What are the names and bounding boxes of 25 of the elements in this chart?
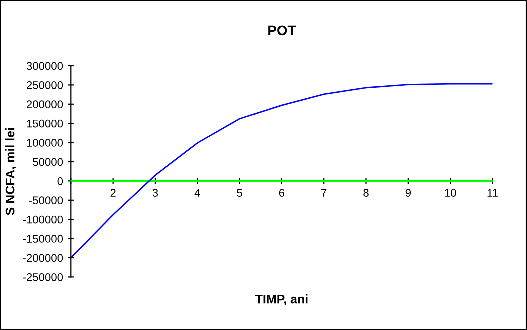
x-axis-title: TIMP, ani — [255, 294, 308, 306]
x-tick-label: 4 — [194, 189, 200, 197]
y-tick-label: 150000 — [27, 120, 64, 128]
x-tick-label: 2 — [110, 189, 116, 197]
y-axis-title: S NCFA, mil lei — [6, 128, 17, 216]
y-tick-label: -150000 — [23, 235, 64, 243]
y-tick-label: 200000 — [26, 100, 64, 109]
x-tick-label: 5 — [237, 189, 242, 197]
y-tick-label: -100000 — [23, 216, 64, 224]
y-tick-label: -200000 — [23, 254, 64, 262]
y-tick-label: 50000 — [33, 158, 64, 166]
y-tick-label: -50000 — [29, 196, 64, 205]
y-tick-label: 100000 — [27, 139, 64, 147]
x-tick-label: 11 — [488, 189, 498, 197]
y-tick-label: 0 — [58, 177, 64, 186]
y-tick-label: 300000 — [26, 62, 64, 70]
x-tick-label: 6 — [279, 189, 285, 197]
y-tick-label: 250000 — [26, 81, 64, 90]
y-tick-label: -250000 — [23, 273, 64, 282]
x-tick-label: 7 — [322, 189, 327, 197]
x-tick-label: 9 — [406, 189, 411, 197]
x-tick-label: 10 — [445, 189, 456, 197]
chart-title: POT — [268, 26, 296, 36]
x-tick-label: 8 — [364, 189, 369, 197]
x-tick-label: 3 — [152, 189, 158, 197]
